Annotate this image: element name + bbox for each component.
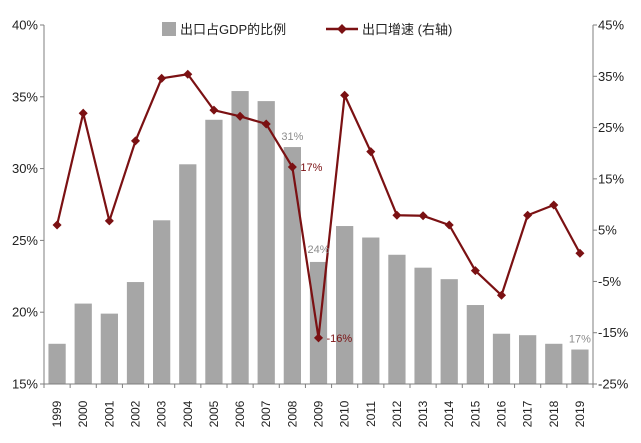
line-point-2017 (523, 210, 533, 220)
bar-2016 (492, 333, 511, 384)
x-tick-label: 2008 (285, 400, 299, 427)
right-tick-label: 15% (598, 171, 624, 186)
right-tick-label: 25% (598, 120, 624, 135)
right-tick-label: -5% (598, 274, 622, 289)
x-tick-label: 2003 (155, 400, 169, 427)
line-series (52, 69, 585, 343)
bar-2001 (100, 313, 118, 384)
x-tick-label: 2014 (442, 400, 456, 427)
right-tick-label: -25% (598, 377, 629, 392)
bar-2010 (336, 226, 354, 384)
x-tick-label: 2005 (207, 400, 221, 427)
right-tick-label: 35% (598, 69, 624, 84)
x-tick-label: 2013 (416, 400, 430, 427)
bar-2015 (466, 305, 484, 384)
x-tick-label: 2015 (468, 400, 482, 427)
x-tick-label: 2004 (181, 400, 195, 427)
x-tick-label: 2001 (102, 400, 116, 427)
bar-2002 (126, 282, 145, 384)
left-tick-label: 15% (12, 377, 38, 392)
left-tick-label: 25% (12, 233, 38, 248)
line-point-2010 (340, 90, 350, 100)
x-tick-label: 2019 (573, 400, 587, 427)
right-tick-label: -15% (598, 325, 629, 340)
line-point-2018 (549, 200, 559, 210)
right-tick-label: 45% (598, 18, 624, 33)
legend-bar-swatch (162, 22, 176, 36)
x-tick-label: 1999 (50, 400, 64, 427)
line-point-2001 (104, 216, 114, 226)
line-point-2011 (366, 147, 376, 157)
bar-2012 (388, 254, 406, 384)
legend: 出口占GDP的比例 出口增速 (右轴) (162, 22, 452, 37)
x-tick-label: 2000 (76, 400, 90, 427)
bar-1999 (48, 343, 66, 384)
left-tick-label: 20% (12, 305, 38, 320)
bar-label-2008: 31% (281, 131, 303, 143)
x-tick-label: 2012 (390, 400, 404, 427)
line-point-2019 (575, 248, 585, 258)
bar-2000 (74, 303, 92, 384)
right-tick-label: 5% (598, 223, 617, 238)
line-point-2013 (418, 211, 428, 221)
line-point-2000 (78, 108, 88, 118)
bar-2003 (153, 220, 171, 384)
bar-2008 (283, 147, 301, 384)
bar-2019 (571, 349, 589, 384)
bar-2018 (545, 343, 563, 384)
bar-label-2019: 17% (569, 334, 591, 346)
x-tick-label: 2018 (547, 400, 561, 427)
x-tick-label: 2002 (129, 400, 143, 427)
x-tick-label: 2011 (364, 401, 378, 427)
left-tick-label: 40% (12, 18, 38, 33)
line-point-2006 (235, 111, 245, 121)
bar-label-2009: 24% (307, 244, 329, 256)
bar-2006 (231, 91, 249, 384)
bar-2014 (440, 279, 458, 384)
bar-2007 (257, 101, 275, 384)
x-tick-label: 2007 (259, 400, 273, 427)
line-point-2004 (183, 69, 193, 79)
line-label-2008: 17% (300, 162, 322, 174)
bar-2011 (362, 237, 380, 384)
x-tick-label: 2010 (338, 400, 352, 427)
x-tick-label: 2016 (495, 400, 509, 427)
bar-2013 (414, 267, 432, 384)
bar-2004 (179, 164, 197, 384)
line-point-2012 (392, 210, 402, 220)
line-point-2014 (444, 220, 454, 230)
x-tick-label: 2006 (233, 400, 247, 427)
line-point-1999 (52, 220, 62, 230)
legend-line-label: 出口增速 (右轴) (362, 22, 452, 37)
legend-line-marker (337, 24, 347, 34)
left-tick-label: 30% (12, 161, 38, 176)
line-point-2003 (157, 73, 167, 83)
line-label-2009: -16% (327, 333, 353, 345)
legend-bar-label: 出口占GDP的比例 (180, 22, 286, 37)
bar-2017 (519, 335, 537, 384)
x-tick-label: 2009 (312, 400, 326, 427)
x-tick-label: 2017 (521, 400, 535, 427)
left-tick-label: 35% (12, 89, 38, 104)
line-point-2002 (130, 136, 141, 146)
bar-2005 (205, 119, 223, 384)
line-point-2005 (209, 105, 219, 115)
